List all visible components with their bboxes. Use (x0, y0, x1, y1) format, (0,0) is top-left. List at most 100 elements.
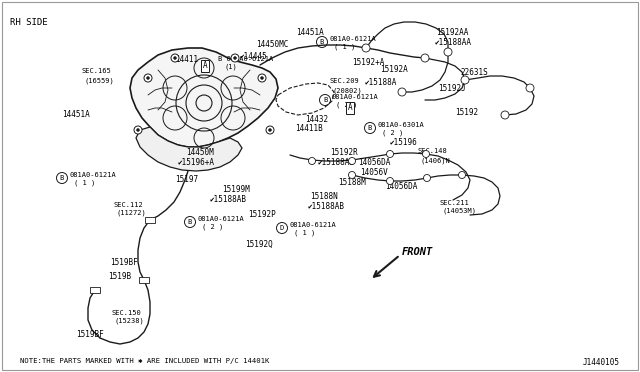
Text: J1440105: J1440105 (583, 358, 620, 367)
Text: ✔15188AA: ✔15188AA (435, 38, 472, 47)
Text: SEC.150: SEC.150 (112, 310, 141, 316)
Text: A: A (203, 61, 207, 71)
Bar (139, 277, 149, 283)
Circle shape (349, 157, 355, 164)
Text: 15188M: 15188M (338, 178, 365, 187)
Text: 1519B: 1519B (108, 272, 131, 281)
Text: 1519BF: 1519BF (76, 330, 104, 339)
Text: 14056DA: 14056DA (385, 182, 417, 191)
Text: (15238): (15238) (114, 318, 144, 324)
Text: 14411: 14411 (175, 55, 198, 64)
Circle shape (171, 54, 179, 62)
Circle shape (144, 74, 152, 82)
Text: D: D (280, 225, 284, 231)
Text: ✔15188AB: ✔15188AB (308, 202, 345, 211)
Text: B 081A0-6121A: B 081A0-6121A (218, 56, 273, 62)
Text: ✔15188AB: ✔15188AB (318, 158, 355, 167)
Circle shape (444, 48, 452, 56)
Text: SEC.165: SEC.165 (82, 68, 112, 74)
Circle shape (231, 54, 239, 62)
Text: 15192: 15192 (455, 108, 478, 117)
Text: ( 2 ): ( 2 ) (202, 224, 223, 231)
Text: 15192A: 15192A (380, 65, 408, 74)
Text: ( 2 ): ( 2 ) (336, 102, 357, 109)
Text: ✔15188A: ✔15188A (365, 78, 397, 87)
Circle shape (147, 77, 150, 80)
Text: (20802): (20802) (332, 87, 362, 93)
Text: 081A0-6121A: 081A0-6121A (198, 216, 244, 222)
Text: 14451A: 14451A (62, 110, 90, 119)
Text: B: B (60, 175, 64, 181)
Text: (1): (1) (224, 64, 237, 71)
Text: 14411B: 14411B (295, 124, 323, 133)
Text: SEC.211: SEC.211 (440, 200, 470, 206)
Circle shape (234, 57, 237, 60)
Text: RH SIDE: RH SIDE (10, 18, 47, 27)
Circle shape (458, 171, 465, 179)
Text: ( 1 ): ( 1 ) (294, 230, 316, 237)
Text: 15192AA: 15192AA (436, 28, 468, 37)
Text: ✔15196+A: ✔15196+A (178, 158, 215, 167)
Polygon shape (130, 48, 278, 147)
Circle shape (421, 54, 429, 62)
Text: 14450M: 14450M (186, 148, 214, 157)
Text: ✔15196: ✔15196 (390, 138, 418, 147)
Circle shape (387, 177, 394, 185)
Text: 081A0-6121A: 081A0-6121A (70, 172, 116, 178)
Circle shape (266, 126, 274, 134)
Text: ( 2 ): ( 2 ) (382, 130, 403, 137)
Text: 15192P: 15192P (248, 210, 276, 219)
Text: 081A0-6301A: 081A0-6301A (378, 122, 425, 128)
Text: 15197: 15197 (175, 175, 198, 184)
Text: 1519BF: 1519BF (110, 258, 138, 267)
Circle shape (424, 174, 431, 182)
Text: NOTE:THE PARTS MARKED WITH ✱ ARE INCLUDED WITH P/C 14401K: NOTE:THE PARTS MARKED WITH ✱ ARE INCLUDE… (20, 358, 269, 364)
Text: 081A0-6121A: 081A0-6121A (330, 36, 377, 42)
Text: A: A (348, 103, 352, 112)
Circle shape (260, 77, 264, 80)
Text: (14053M): (14053M) (442, 208, 476, 215)
Text: ✔14445: ✔14445 (240, 52, 268, 61)
Text: SEC.209: SEC.209 (330, 78, 360, 84)
Text: FRONT: FRONT (402, 247, 433, 257)
Circle shape (398, 88, 406, 96)
Text: (1406)N: (1406)N (420, 157, 450, 164)
Text: 15192J: 15192J (438, 84, 466, 93)
Text: B: B (323, 97, 327, 103)
Circle shape (269, 128, 271, 131)
Circle shape (387, 151, 394, 157)
Circle shape (349, 171, 355, 179)
Text: 15188N: 15188N (310, 192, 338, 201)
Polygon shape (136, 127, 242, 171)
Text: ✔15188AB: ✔15188AB (210, 195, 247, 204)
Text: 14056V: 14056V (360, 168, 388, 177)
Text: B: B (188, 219, 192, 225)
Circle shape (461, 76, 469, 84)
Circle shape (422, 151, 429, 157)
Text: 15192R: 15192R (330, 148, 358, 157)
Text: SEC.148: SEC.148 (418, 148, 448, 154)
Text: 15192+A: 15192+A (352, 58, 385, 67)
Text: 15199M: 15199M (222, 185, 250, 194)
Circle shape (362, 44, 370, 52)
Text: 14451A: 14451A (296, 28, 324, 37)
Text: 22631S: 22631S (460, 68, 488, 77)
Text: 15192Q: 15192Q (245, 240, 273, 249)
Circle shape (526, 84, 534, 92)
Text: B: B (320, 39, 324, 45)
Text: 081A0-6121A: 081A0-6121A (332, 94, 379, 100)
Text: 14056DA: 14056DA (358, 158, 390, 167)
Circle shape (134, 126, 142, 134)
Text: (11272): (11272) (116, 210, 146, 217)
Bar (145, 217, 155, 223)
Text: 14450MC: 14450MC (256, 40, 289, 49)
Circle shape (501, 111, 509, 119)
Circle shape (258, 74, 266, 82)
Text: SEC.112: SEC.112 (114, 202, 144, 208)
Bar (90, 287, 100, 293)
Text: ( 1 ): ( 1 ) (74, 180, 95, 186)
Circle shape (173, 57, 177, 60)
Text: B: B (368, 125, 372, 131)
Text: 081A0-6121A: 081A0-6121A (290, 222, 337, 228)
Text: (16559): (16559) (84, 77, 114, 83)
